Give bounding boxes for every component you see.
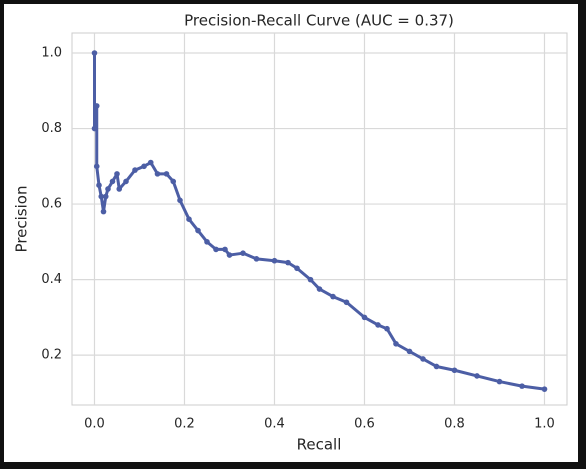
y-tick-label: 0.2 <box>41 348 62 363</box>
data-point <box>271 257 278 264</box>
y-axis-label: Precision <box>13 186 31 253</box>
data-point <box>393 341 399 347</box>
data-point <box>330 293 336 300</box>
data-point <box>102 193 109 200</box>
data-point <box>147 159 154 166</box>
data-point <box>186 216 192 222</box>
x-axis-label: Recall <box>297 436 342 454</box>
data-point <box>307 276 314 283</box>
data-point <box>541 386 548 392</box>
data-point <box>154 171 161 177</box>
data-point <box>93 163 100 170</box>
data-point <box>91 50 98 56</box>
data-point <box>316 286 323 292</box>
data-point <box>141 163 147 170</box>
data-point <box>294 265 300 272</box>
y-tick-label: 0.6 <box>41 197 62 212</box>
data-point <box>96 182 102 188</box>
data-point <box>222 246 228 253</box>
chart-title: Precision-Recall Curve (AUC = 0.37) <box>184 12 454 30</box>
data-point <box>105 186 111 192</box>
x-tick-label: 0.8 <box>444 417 465 432</box>
data-point <box>474 373 480 379</box>
x-tick-label: 1.0 <box>534 417 555 432</box>
x-tick-label: 0.6 <box>354 417 375 432</box>
y-tick-label: 0.4 <box>41 272 62 287</box>
data-point <box>100 208 107 215</box>
data-point <box>433 363 440 370</box>
data-point <box>375 322 381 328</box>
data-point <box>93 103 100 109</box>
y-tick-label: 1.0 <box>41 46 62 61</box>
data-point <box>496 378 503 385</box>
plot-area <box>71 32 568 406</box>
data-point <box>420 356 426 362</box>
data-point <box>116 186 123 192</box>
data-point <box>195 227 201 234</box>
y-tick-label: 0.8 <box>41 121 62 136</box>
data-point <box>114 171 120 177</box>
data-point <box>384 325 390 332</box>
data-point <box>253 256 260 262</box>
data-point <box>109 178 116 185</box>
data-point <box>451 367 458 374</box>
data-point <box>519 383 525 389</box>
x-tick-label: 0.4 <box>264 417 285 432</box>
data-point <box>285 259 291 266</box>
x-tick-label: 0.0 <box>84 417 105 432</box>
data-point <box>406 348 413 355</box>
data-point <box>177 197 183 204</box>
data-point <box>226 252 233 258</box>
data-point <box>91 125 98 132</box>
data-point <box>343 299 350 306</box>
x-tick-label: 0.2 <box>174 417 195 432</box>
data-point <box>361 314 368 321</box>
data-point <box>204 239 210 245</box>
data-point <box>123 178 129 185</box>
data-point <box>213 246 219 253</box>
data-point <box>170 178 177 185</box>
data-point <box>163 171 170 177</box>
data-point <box>98 193 105 200</box>
data-point <box>132 167 138 173</box>
data-point <box>240 250 246 256</box>
